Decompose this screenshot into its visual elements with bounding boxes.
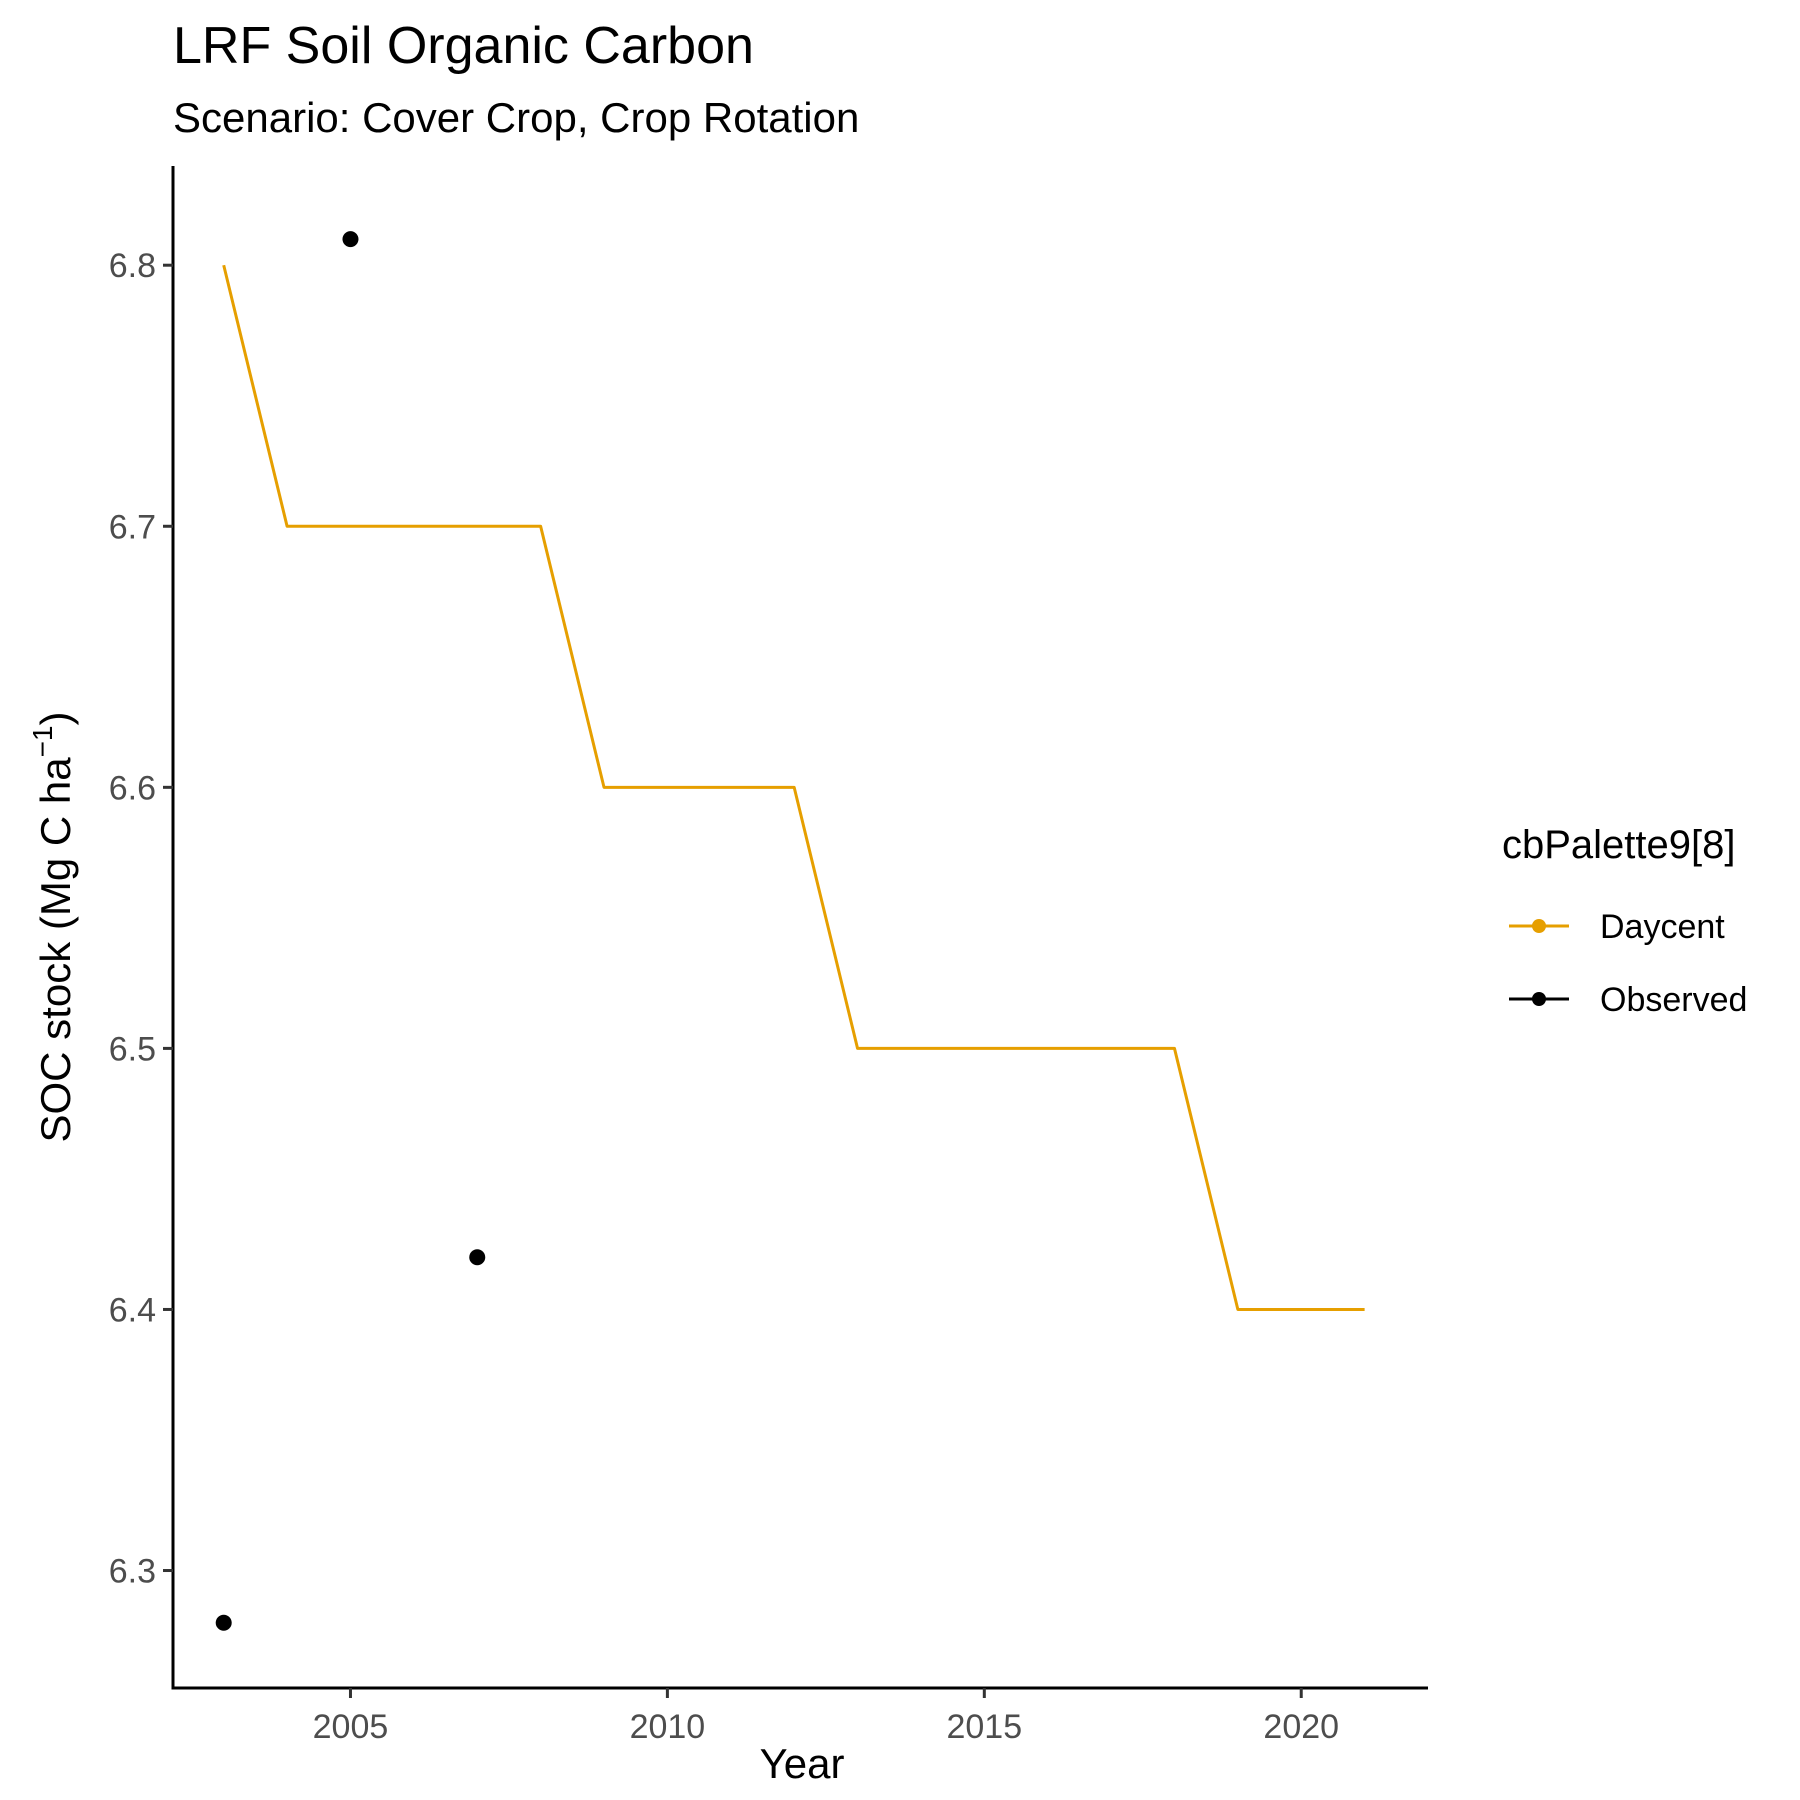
y-axis-title-close: ) [32, 711, 79, 725]
legend-item-daycent: Daycent [1509, 908, 1725, 946]
y-tick-label: 6.3 [109, 1553, 156, 1591]
y-tick-label: 6.8 [109, 247, 156, 285]
y-tick-label: 6.7 [109, 508, 156, 546]
plot-series [215, 231, 1365, 1631]
y-tick-label: 6.5 [109, 1030, 156, 1068]
legend-label-daycent: Daycent [1600, 908, 1725, 946]
y-axis-title-main: SOC stock (Mg C ha [32, 757, 79, 1143]
x-axis-ticks: 2005 2010 2015 2020 [313, 1688, 1339, 1746]
x-tick-label: 2015 [946, 1708, 1022, 1746]
x-tick-label: 2005 [313, 1708, 389, 1746]
y-axis-title: SOC stock (Mg C ha−1) [27, 711, 79, 1142]
legend-key-point-observed [1532, 992, 1546, 1006]
x-tick-label: 2010 [630, 1708, 706, 1746]
data-point-observed [342, 231, 359, 248]
legend: cbPalette9[8] Daycent Observed [1502, 823, 1747, 1019]
y-tick-label: 6.6 [109, 769, 156, 807]
x-tick-label: 2020 [1263, 1708, 1339, 1746]
chart-title: LRF Soil Organic Carbon [173, 17, 754, 75]
y-axis-ticks: 6.3 6.4 6.5 6.6 6.7 6.8 [109, 247, 173, 1591]
series-line-daycent [222, 264, 1365, 1311]
y-tick-label: 6.4 [109, 1291, 156, 1329]
legend-item-observed: Observed [1509, 981, 1747, 1019]
data-point-observed [215, 1614, 232, 1631]
chart-subtitle: Scenario: Cover Crop, Crop Rotation [173, 94, 859, 141]
data-point-observed [469, 1249, 486, 1266]
legend-title: cbPalette9[8] [1502, 823, 1736, 867]
y-axis-title-superscript: −1 [27, 725, 58, 757]
legend-key-point-daycent [1532, 919, 1546, 933]
x-axis-title: Year [760, 1740, 845, 1787]
legend-label-observed: Observed [1600, 981, 1747, 1019]
